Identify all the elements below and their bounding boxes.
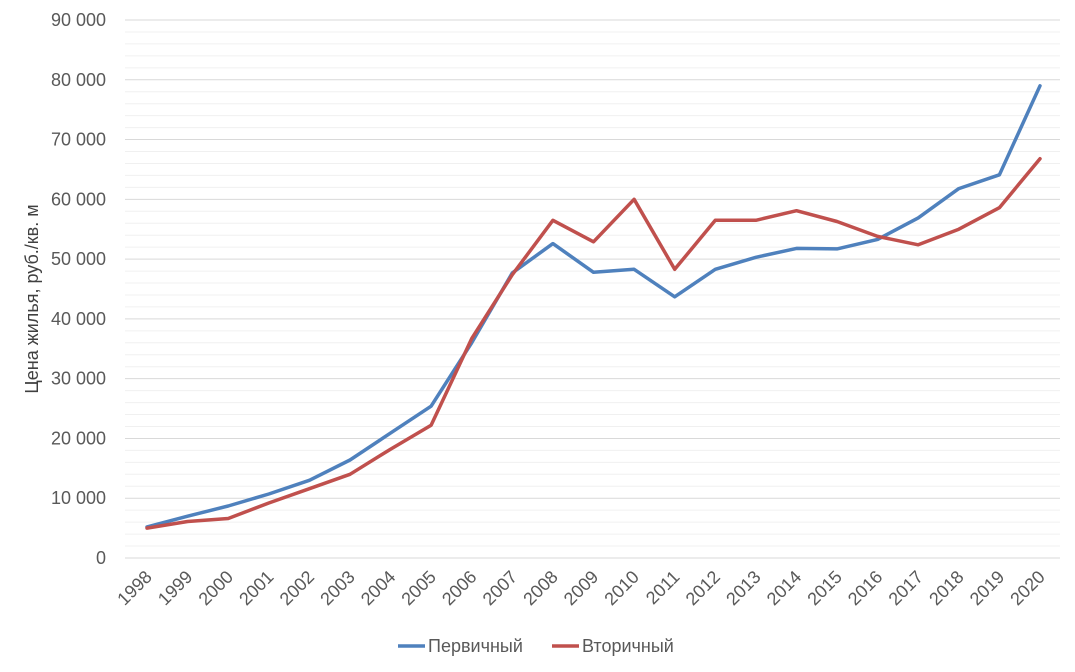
x-tick-label: 2003 <box>316 567 358 609</box>
x-tick-label: 2000 <box>195 567 237 609</box>
x-tick-label: 2007 <box>479 567 521 609</box>
x-tick-label: 1998 <box>113 567 155 609</box>
x-tick-label: 1999 <box>154 567 196 609</box>
x-tick-label: 2011 <box>642 567 684 609</box>
y-tick-label: 30 000 <box>51 369 106 389</box>
x-tick-label: 2012 <box>682 567 724 609</box>
y-tick-label: 0 <box>96 548 106 568</box>
series-line-1 <box>145 84 1042 529</box>
x-tick-label: 2019 <box>966 567 1008 609</box>
x-tick-label: 2006 <box>438 567 480 609</box>
y-tick-label: 70 000 <box>51 130 106 150</box>
legend-label: Вторичный <box>582 636 674 656</box>
y-tick-label: 10 000 <box>51 488 106 508</box>
legend: Первичный Вторичный <box>398 636 674 656</box>
y-tick-label: 60 000 <box>51 189 106 209</box>
y-axis-tick-labels: 0 10 000 20 000 30 000 40 000 50 000 60 000 70 … <box>51 10 106 568</box>
x-tick-label: 2014 <box>763 567 805 609</box>
minor-gridlines <box>125 31 1060 547</box>
x-tick-label: 2010 <box>600 567 642 609</box>
y-tick-label: 50 000 <box>51 249 106 269</box>
x-tick-label: 2005 <box>398 567 440 609</box>
x-tick-label: 2020 <box>1006 567 1048 609</box>
y-tick-label: 80 000 <box>51 70 106 90</box>
legend-label: Первичный <box>428 636 523 656</box>
y-tick-label: 90 000 <box>51 10 106 30</box>
y-tick-label: 40 000 <box>51 309 106 329</box>
x-tick-label: 2016 <box>844 567 886 609</box>
y-axis-label: Цена жилья, руб./кв. м <box>22 204 42 393</box>
x-tick-label: 2002 <box>276 567 318 609</box>
x-tick-label: 2001 <box>235 567 277 609</box>
x-tick-label: 2018 <box>925 567 967 609</box>
series-lines <box>145 84 1042 530</box>
x-tick-label: 2017 <box>885 567 927 609</box>
series-line-2 <box>145 156 1042 530</box>
major-gridlines <box>125 19 1060 499</box>
x-tick-label: 2004 <box>357 567 399 609</box>
x-tick-label: 2009 <box>560 567 602 609</box>
x-axis-tick-labels: 1998199920002001200220032004200520062007… <box>113 567 1048 609</box>
y-tick-label: 20 000 <box>51 428 106 448</box>
x-tick-label: 2008 <box>519 567 561 609</box>
x-tick-label: 2013 <box>722 567 764 609</box>
x-tick-label: 2015 <box>803 567 845 609</box>
